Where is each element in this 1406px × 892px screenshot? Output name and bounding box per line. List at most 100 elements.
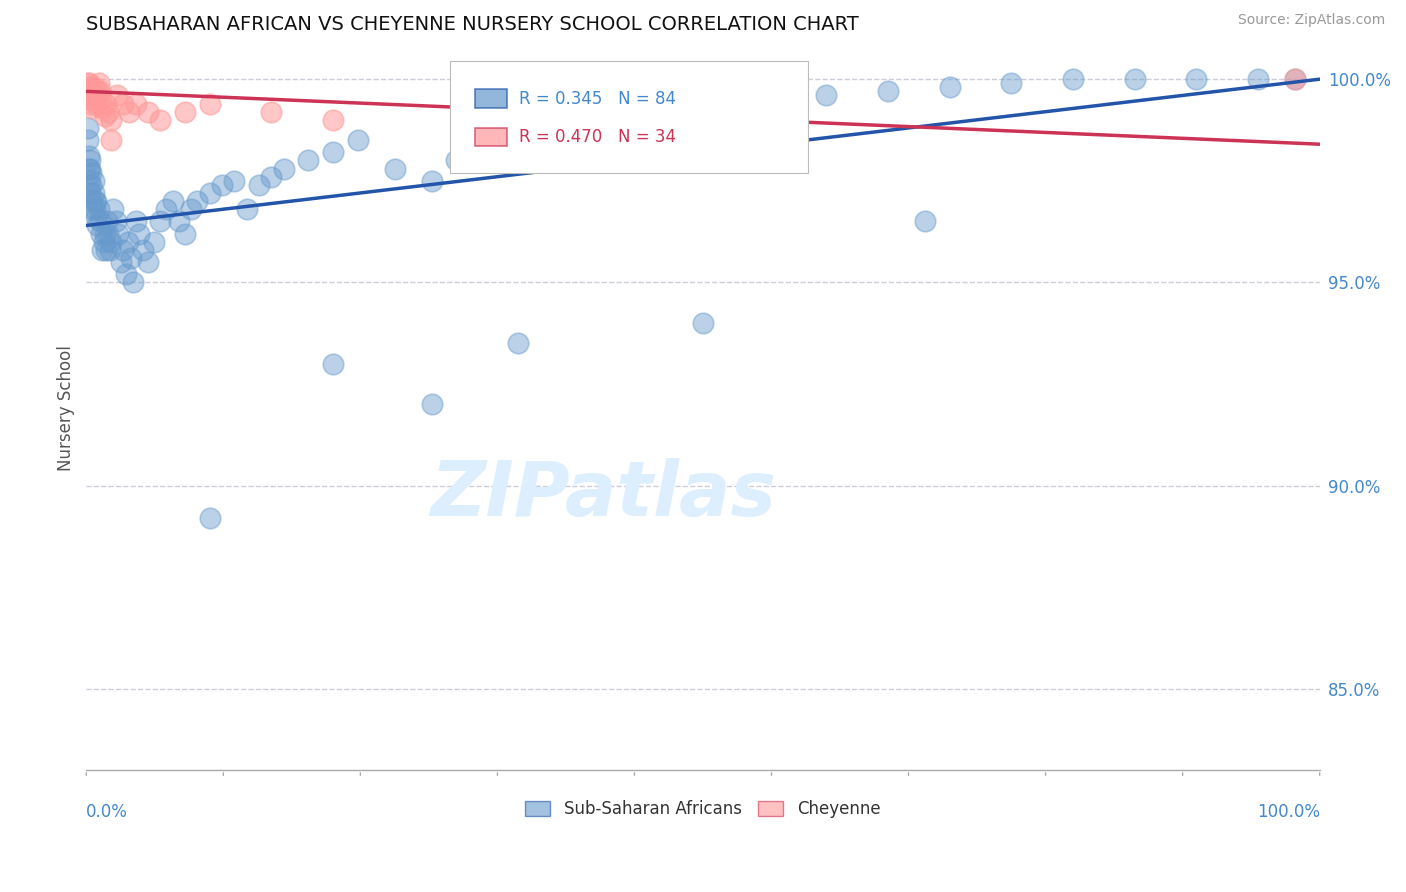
Point <box>112 96 135 111</box>
Point <box>120 251 142 265</box>
Point <box>198 186 221 200</box>
Point <box>105 88 128 103</box>
Point <box>94 227 117 241</box>
Point <box>82 194 104 208</box>
Point <box>186 194 208 208</box>
Point <box>167 214 190 228</box>
Point <box>89 84 111 98</box>
Point <box>77 149 100 163</box>
Point <box>90 93 112 107</box>
Point <box>83 174 105 188</box>
Point <box>79 153 101 168</box>
Point <box>122 276 145 290</box>
Point <box>446 153 468 168</box>
Point <box>346 133 368 147</box>
Point <box>103 202 125 217</box>
Point <box>89 214 111 228</box>
Point <box>100 112 122 127</box>
Point <box>149 214 172 228</box>
Point <box>104 214 127 228</box>
FancyBboxPatch shape <box>450 62 808 173</box>
Point <box>96 214 118 228</box>
Point <box>1123 72 1146 87</box>
Point <box>76 133 98 147</box>
Point <box>84 194 107 208</box>
Point <box>91 101 114 115</box>
Point <box>100 133 122 147</box>
Point <box>84 96 107 111</box>
Point <box>80 166 103 180</box>
Point <box>114 267 136 281</box>
Point <box>76 76 98 90</box>
Point <box>84 211 107 225</box>
Point <box>136 104 159 119</box>
Point <box>149 112 172 127</box>
Point <box>124 214 146 228</box>
Point <box>1284 72 1306 87</box>
Point <box>94 109 117 123</box>
Point <box>97 227 120 241</box>
Point <box>86 84 108 98</box>
Point <box>77 174 100 188</box>
FancyBboxPatch shape <box>475 89 508 108</box>
Point <box>82 101 104 115</box>
Point <box>198 96 221 111</box>
Point <box>80 178 103 192</box>
Point <box>692 104 714 119</box>
Point <box>97 104 120 119</box>
Point <box>90 227 112 241</box>
Point <box>128 227 150 241</box>
Point <box>297 153 319 168</box>
Y-axis label: Nursery School: Nursery School <box>58 345 75 471</box>
Point <box>322 112 344 127</box>
Point <box>224 174 246 188</box>
Point <box>322 357 344 371</box>
Text: R = 0.345   N = 84: R = 0.345 N = 84 <box>519 90 676 108</box>
Point <box>94 96 117 111</box>
Point <box>180 202 202 217</box>
Point <box>82 202 104 217</box>
Point <box>91 243 114 257</box>
Point <box>93 235 115 249</box>
Point <box>1000 76 1022 90</box>
Point <box>914 214 936 228</box>
Text: 0.0%: 0.0% <box>86 803 128 821</box>
Point <box>211 178 233 192</box>
Point <box>273 161 295 176</box>
Point <box>1247 72 1270 87</box>
Point <box>100 235 122 249</box>
Point <box>506 133 529 147</box>
Point <box>76 120 98 135</box>
Point <box>110 255 132 269</box>
Point <box>80 96 103 111</box>
Point <box>98 243 121 257</box>
Point <box>143 235 166 249</box>
Point <box>94 243 117 257</box>
Point <box>79 186 101 200</box>
Text: 100.0%: 100.0% <box>1257 803 1320 821</box>
Point <box>77 161 100 176</box>
Point <box>118 104 141 119</box>
Point <box>568 120 591 135</box>
Point <box>692 316 714 330</box>
Point <box>1185 72 1208 87</box>
Point <box>260 104 283 119</box>
Point <box>112 243 135 257</box>
Point <box>76 84 98 98</box>
Legend: Sub-Saharan Africans, Cheyenne: Sub-Saharan Africans, Cheyenne <box>517 792 889 827</box>
Point <box>174 227 197 241</box>
Point <box>506 336 529 351</box>
Point <box>384 161 406 176</box>
Point <box>117 235 139 249</box>
FancyBboxPatch shape <box>475 128 508 146</box>
Point <box>1284 72 1306 87</box>
Point <box>84 88 107 103</box>
Point <box>79 93 101 107</box>
Point <box>124 96 146 111</box>
Point <box>83 80 105 95</box>
Point <box>1062 72 1084 87</box>
Text: ZIPatlas: ZIPatlas <box>432 458 778 533</box>
Text: Source: ZipAtlas.com: Source: ZipAtlas.com <box>1237 13 1385 28</box>
Point <box>136 255 159 269</box>
Point <box>87 76 110 90</box>
